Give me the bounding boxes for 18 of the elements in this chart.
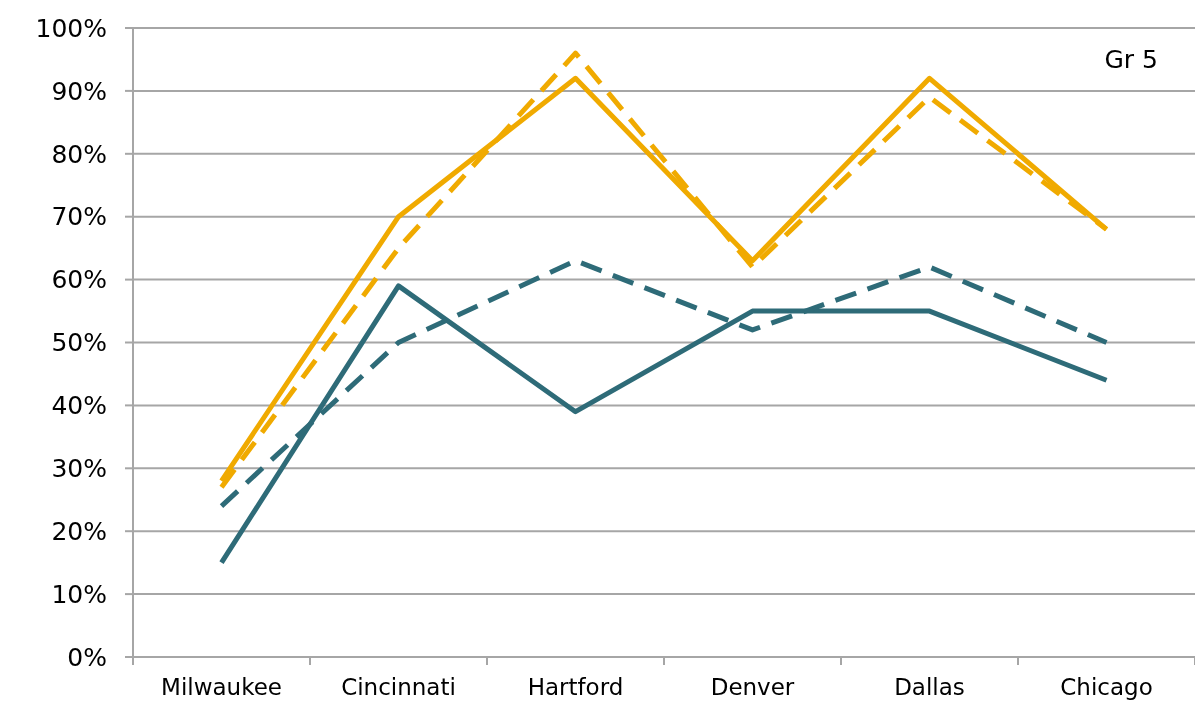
y-tick-label: 0% [67,642,107,672]
x-tick-label: Milwaukee [161,674,282,700]
y-tick-label: 50% [51,328,107,358]
y-tick-label: 70% [51,202,107,232]
x-tick-label: Hartford [527,674,624,700]
y-tick-label: 100% [35,13,107,43]
y-tick-label: 40% [51,391,107,421]
x-tick-label: Dallas [894,674,965,700]
x-tick-label: Denver [710,674,795,700]
x-tick-label: Cincinnati [341,674,456,700]
y-tick-label: 20% [51,516,107,546]
y-tick-label: 60% [51,265,107,295]
x-tick-label: Chicago [1060,674,1153,700]
y-tick-label: 10% [51,579,107,609]
y-tick-label: 80% [51,139,107,169]
annotation: Gr 5 [1104,45,1158,74]
y-tick-label: 90% [51,76,107,106]
y-tick-label: 30% [51,454,107,484]
